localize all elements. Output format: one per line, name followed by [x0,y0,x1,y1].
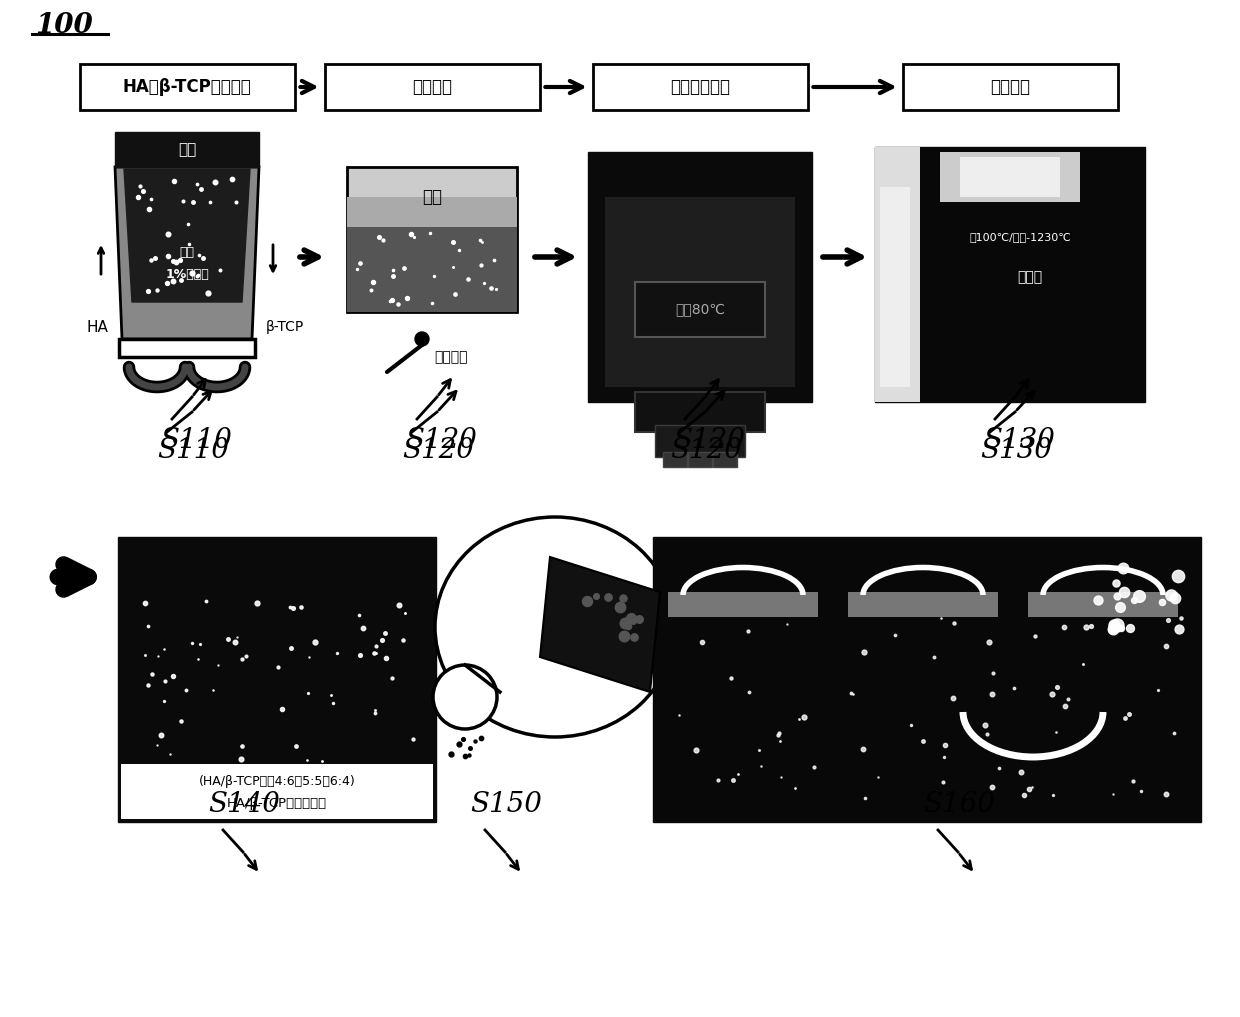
FancyBboxPatch shape [347,167,517,312]
Text: 溶液: 溶液 [180,245,195,258]
Polygon shape [539,557,660,692]
Text: 液氮: 液氮 [422,188,441,206]
Text: S120: S120 [670,437,742,464]
Text: HA和β-TCP混合过程: HA和β-TCP混合过程 [123,78,252,96]
FancyBboxPatch shape [347,227,517,312]
Circle shape [415,332,429,346]
Text: S110: S110 [160,427,232,454]
Text: β-TCP: β-TCP [265,320,304,334]
Polygon shape [115,167,259,339]
Text: 烧结过程: 烧结过程 [990,78,1030,96]
FancyBboxPatch shape [115,132,259,167]
FancyBboxPatch shape [588,152,812,402]
Text: 掘拌: 掘拌 [177,142,196,158]
Text: S150: S150 [470,791,542,818]
Text: S120: S120 [402,437,474,464]
Text: 冷冻干燥过程: 冷冻干燥过程 [670,78,730,96]
FancyBboxPatch shape [347,197,517,227]
FancyBboxPatch shape [605,197,795,387]
Text: 以100℃/小时-1230℃: 以100℃/小时-1230℃ [970,232,1071,242]
Text: (HA/β-TCP配比4:6、5:5、6:4): (HA/β-TCP配比4:6、5:5、6:4) [198,776,356,788]
FancyBboxPatch shape [1028,592,1178,617]
FancyBboxPatch shape [848,592,998,617]
FancyBboxPatch shape [960,157,1060,197]
Text: S110: S110 [157,437,229,464]
Text: HA/β-TCP骨移植材料: HA/β-TCP骨移植材料 [227,797,327,811]
Text: 1%海藻酸: 1%海藻酸 [165,268,208,282]
FancyBboxPatch shape [875,147,920,402]
FancyBboxPatch shape [119,339,255,357]
FancyBboxPatch shape [663,452,687,467]
Polygon shape [124,169,250,302]
Text: 快速滴入: 快速滴入 [434,350,467,364]
Ellipse shape [435,517,675,737]
FancyBboxPatch shape [688,452,712,467]
Text: S160: S160 [923,791,994,818]
FancyBboxPatch shape [118,537,436,822]
Text: S120: S120 [673,427,745,454]
Text: HA: HA [86,319,108,335]
FancyBboxPatch shape [593,64,807,110]
FancyBboxPatch shape [79,64,295,110]
Text: S140: S140 [208,791,280,818]
Text: 成型过程: 成型过程 [412,78,453,96]
FancyBboxPatch shape [653,537,1202,822]
FancyBboxPatch shape [940,152,1080,202]
Text: 100: 100 [35,12,93,39]
FancyBboxPatch shape [875,147,1145,402]
Text: S130: S130 [980,437,1052,464]
FancyBboxPatch shape [880,187,910,387]
FancyBboxPatch shape [325,64,539,110]
FancyBboxPatch shape [635,282,765,337]
FancyBboxPatch shape [655,425,745,457]
FancyBboxPatch shape [713,452,737,467]
Circle shape [433,665,497,729]
Text: 电子炉: 电子炉 [1018,270,1043,284]
FancyBboxPatch shape [122,764,433,819]
FancyBboxPatch shape [668,592,818,617]
Text: S120: S120 [405,427,477,454]
Text: S130: S130 [983,427,1055,454]
FancyBboxPatch shape [903,64,1117,110]
FancyBboxPatch shape [635,392,765,432]
Text: 温度80℃: 温度80℃ [675,302,725,316]
